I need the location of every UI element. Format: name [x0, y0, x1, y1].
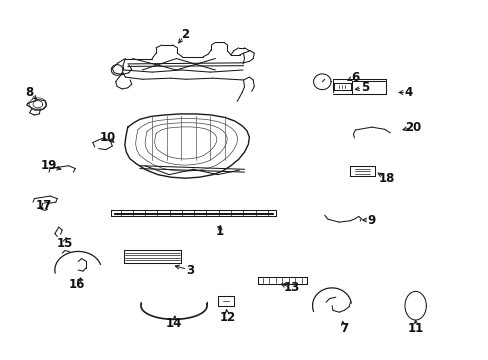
Text: 11: 11	[407, 323, 423, 336]
Text: 14: 14	[165, 317, 182, 330]
Text: 10: 10	[99, 131, 115, 144]
Text: 6: 6	[350, 71, 359, 84]
Text: 17: 17	[36, 199, 52, 212]
Text: 19: 19	[41, 159, 57, 172]
Text: 1: 1	[216, 225, 224, 238]
Text: 2: 2	[181, 28, 189, 41]
Text: 8: 8	[25, 86, 34, 99]
Text: 18: 18	[378, 172, 394, 185]
Text: 16: 16	[68, 278, 85, 291]
Text: 4: 4	[404, 86, 412, 99]
Text: 20: 20	[405, 121, 421, 134]
Text: 13: 13	[284, 282, 300, 294]
Text: 9: 9	[367, 213, 375, 226]
Text: 7: 7	[340, 323, 347, 336]
Text: 3: 3	[185, 264, 194, 276]
Text: 12: 12	[219, 311, 235, 324]
Text: 5: 5	[360, 81, 368, 94]
Text: 15: 15	[56, 237, 73, 250]
